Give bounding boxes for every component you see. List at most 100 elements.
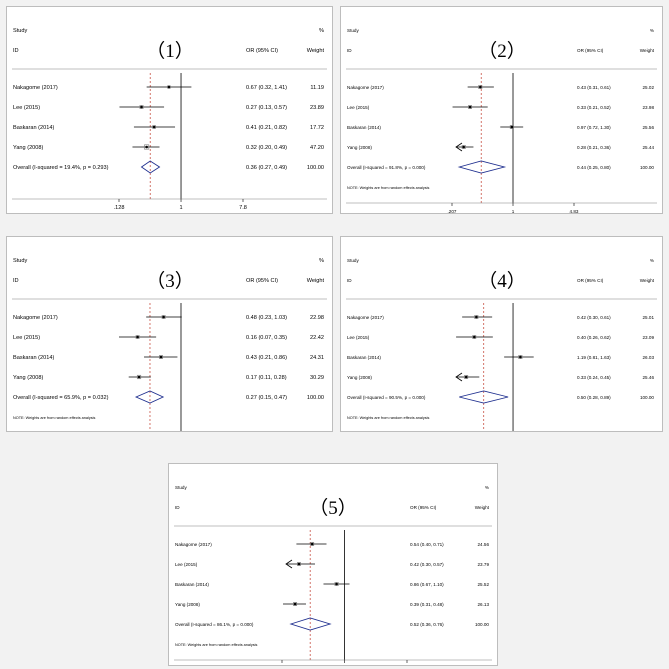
point-estimate <box>167 85 171 89</box>
study-weight: 25.44 <box>643 145 655 150</box>
header-or-ci: OR (95% CI) <box>246 278 278 284</box>
study-name: Nakagome (2017) <box>347 85 384 90</box>
header-id: ID <box>13 278 19 284</box>
header-or-ci: OR (95% CI) <box>410 505 437 510</box>
header-percent: % <box>485 485 489 490</box>
study-weight: 25.46 <box>643 375 655 380</box>
header-percent: % <box>319 258 324 264</box>
point-estimate <box>293 602 297 606</box>
point-estimate <box>152 125 156 129</box>
header-or-ci: OR (95% CI) <box>577 278 604 283</box>
study-name: Baskaran (2014) <box>347 355 381 360</box>
weight-box <box>310 542 315 546</box>
axis-tick-label: .128 <box>114 205 125 211</box>
overall-label: Overall (I-squared = 90.5%, p = 0.000) <box>347 395 426 400</box>
forest-plot-svg: Study % ID OR (95% CI) Weight （1） Nakagome (20… <box>12 28 327 211</box>
study-or-ci: 0.86 (0.67, 1.10) <box>410 582 444 587</box>
study-weight: 23.89 <box>310 105 324 111</box>
point-estimate <box>310 542 314 546</box>
point-estimate <box>159 355 163 359</box>
overall-label: Overall (I-squared = 19.4%, p = 0.293) <box>13 165 109 171</box>
weight-box <box>518 355 523 359</box>
forest-plot-2: Study% ID OR (95% CI) Weight （2） Nakagome (20… <box>340 6 663 214</box>
study-weight: 22.98 <box>310 315 324 321</box>
point-estimate <box>297 562 301 566</box>
study-name: Baskaran (2014) <box>175 582 209 587</box>
panel-label: （5） <box>309 497 357 519</box>
forest-plot-svg: Study % ID OR (95% CI) Weight （4） Nakagome (20… <box>346 258 657 431</box>
overall-weight: 100.00 <box>475 622 489 627</box>
study-name: Lee (2015) <box>175 562 198 567</box>
weight-box <box>139 105 144 109</box>
point-estimate <box>136 335 139 339</box>
study-name: Baskaran (2014) <box>13 125 54 131</box>
overall-diamond <box>289 617 332 631</box>
header-percent: % <box>650 28 654 33</box>
study-or-ci: 0.43 (0.31, 0.61) <box>577 85 611 90</box>
overall-diamond <box>459 390 509 404</box>
weight-box <box>334 582 339 586</box>
ci-arrow <box>455 372 463 382</box>
overall-weight: 100.00 <box>307 165 324 171</box>
overall-diamond <box>134 390 165 404</box>
overall-label: Overall (I-squared = 65.9%, p = 0.032) <box>13 395 109 401</box>
header-study: Study <box>13 258 28 264</box>
axis-tick-label: 1 <box>179 205 182 211</box>
study-or-ci: 0.16 (0.07, 0.35) <box>246 335 287 341</box>
study-weight: 24.31 <box>310 355 324 361</box>
study-name: Nakagome (2017) <box>347 315 384 320</box>
axis-tick-label: 1 <box>512 209 515 213</box>
header-weight: Weight <box>307 278 325 284</box>
study-or-ci: 0.33 (0.21, 0.52) <box>577 105 611 110</box>
overall-weight: 100.00 <box>640 395 654 400</box>
weight-box <box>159 355 163 359</box>
header-weight: Weight <box>475 505 490 510</box>
study-name: Lee (2015) <box>347 335 370 340</box>
header-study: Study <box>347 28 359 33</box>
overall-weight: 100.00 <box>307 395 324 401</box>
point-estimate <box>137 375 141 379</box>
forest-plot-3: Study% ID OR (95% CI) Weight （3） Nakagome (20… <box>6 236 333 432</box>
weight-box <box>474 315 479 319</box>
study-weight: 25.01 <box>643 315 655 320</box>
study-name: Lee (2015) <box>13 335 40 341</box>
header-percent: % <box>650 258 654 263</box>
study-or-ci: 0.33 (0.24, 0.45) <box>577 375 611 380</box>
forest-plot-svg: Study % ID OR (95% CI) Weight （3） Nakagome (20… <box>12 258 327 431</box>
study-or-ci: 0.42 (0.30, 0.61) <box>577 315 611 320</box>
forest-plot-1: Study% ID OR (95% CI) Weight （1） Nakagome (20… <box>6 6 333 214</box>
study-name: Nakagome (2017) <box>13 315 58 321</box>
header-percent: % <box>319 28 324 34</box>
header-weight: Weight <box>640 48 655 53</box>
study-name: Yang (2008) <box>175 602 200 607</box>
study-or-ci: 0.43 (0.21, 0.86) <box>246 355 287 361</box>
axis-tick-label: 4.83 <box>570 209 579 213</box>
study-or-ci: 0.41 (0.21, 0.82) <box>246 125 287 131</box>
header-id: ID <box>347 48 352 53</box>
study-name: Yang (2008) <box>13 375 44 381</box>
study-weight: 30.29 <box>310 375 324 381</box>
forest-plot-svg: Study % ID OR (95% CI) Weight （5） Nakagome (20… <box>174 485 492 663</box>
study-weight: 23.79 <box>478 562 490 567</box>
point-estimate <box>464 375 468 379</box>
study-weight: 26.13 <box>478 602 490 607</box>
weight-box <box>478 85 483 89</box>
point-estimate <box>162 315 165 319</box>
overall-or-ci: 0.52 (0.36, 0.76) <box>410 622 444 627</box>
ci-arrow <box>285 559 293 569</box>
point-estimate <box>519 355 522 359</box>
study-weight: 26.03 <box>643 355 655 360</box>
header-or-ci: OR (95% CI) <box>577 48 604 53</box>
study-or-ci: 0.40 (0.26, 0.62) <box>577 335 611 340</box>
panel-label: （4） <box>478 270 526 292</box>
forest-plot-svg: Study % ID OR (95% CI) Weight （2） Nakagome (20… <box>346 28 657 213</box>
weights-note: NOTE: Weights are from random effects an… <box>347 186 429 190</box>
study-or-ci: 0.97 (0.72, 1.30) <box>577 125 611 130</box>
header-study: Study <box>175 485 187 490</box>
study-name: Nakagome (2017) <box>175 542 212 547</box>
weights-note: NOTE: Weights are from random effects an… <box>175 643 257 647</box>
weight-box <box>297 562 301 566</box>
study-weight: 22.42 <box>310 335 324 341</box>
weight-box <box>509 125 514 129</box>
weight-box <box>472 335 477 339</box>
